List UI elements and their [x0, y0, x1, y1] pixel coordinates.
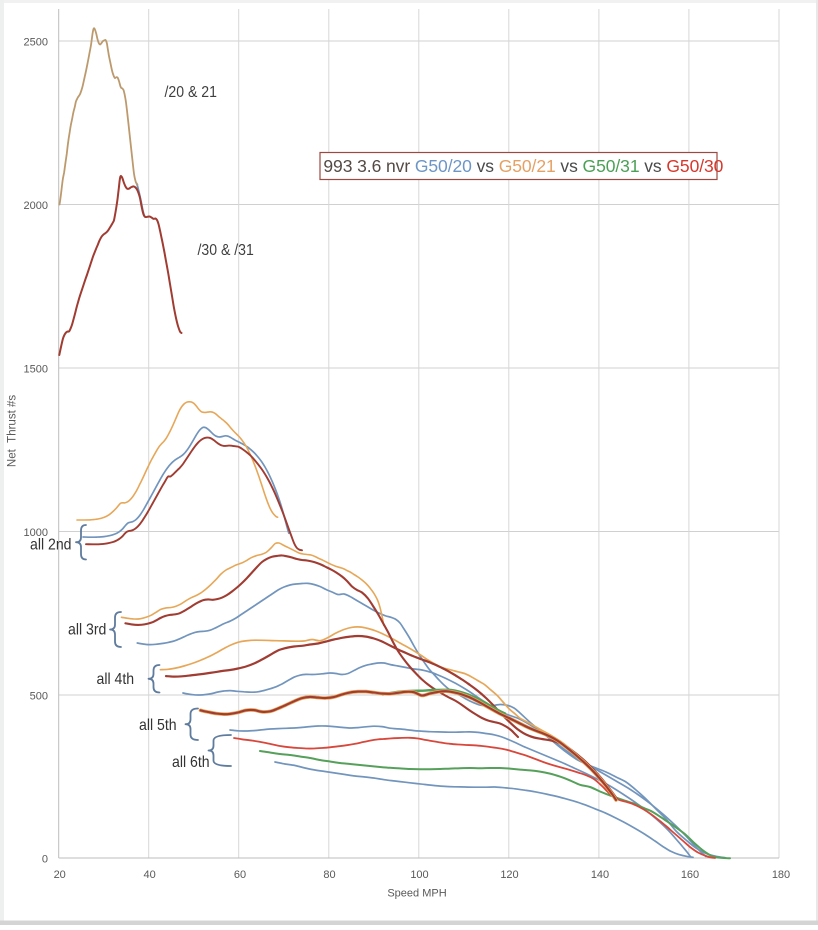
svg-text:140: 140 — [591, 869, 609, 881]
svg-text:2500: 2500 — [24, 37, 48, 49]
svg-text:all 3rd: all 3rd — [68, 621, 106, 639]
svg-text:60: 60 — [234, 869, 246, 881]
svg-text:100: 100 — [410, 869, 428, 881]
svg-text:all 6th: all 6th — [172, 753, 210, 771]
svg-text:all 5th: all 5th — [139, 716, 177, 734]
svg-text:500: 500 — [30, 691, 48, 703]
svg-text:20: 20 — [54, 869, 66, 881]
svg-text:180: 180 — [772, 869, 790, 881]
svg-text:2000: 2000 — [24, 200, 48, 212]
svg-text:/30 & /31: /30 & /31 — [198, 241, 254, 259]
svg-text:120: 120 — [500, 869, 518, 881]
svg-text:/20 & 21: /20 & 21 — [165, 83, 217, 101]
svg-text:all 4th: all 4th — [97, 670, 135, 688]
svg-text:80: 80 — [323, 869, 335, 881]
svg-text:all 2nd: all 2nd — [30, 536, 71, 554]
svg-text:160: 160 — [681, 869, 699, 881]
svg-text:0: 0 — [42, 854, 48, 866]
svg-text:1500: 1500 — [24, 364, 48, 376]
svg-text:Net Thrust #s: Net Thrust #s — [7, 395, 19, 467]
svg-text:Speed MPH: Speed MPH — [387, 888, 446, 900]
svg-text:40: 40 — [143, 869, 155, 881]
svg-text:993 3.6 nvr G50/20 vs G50/21 v: 993 3.6 nvr G50/20 vs G50/21 vs G50/31 v… — [323, 156, 723, 176]
svg-text:1000: 1000 — [24, 527, 48, 539]
